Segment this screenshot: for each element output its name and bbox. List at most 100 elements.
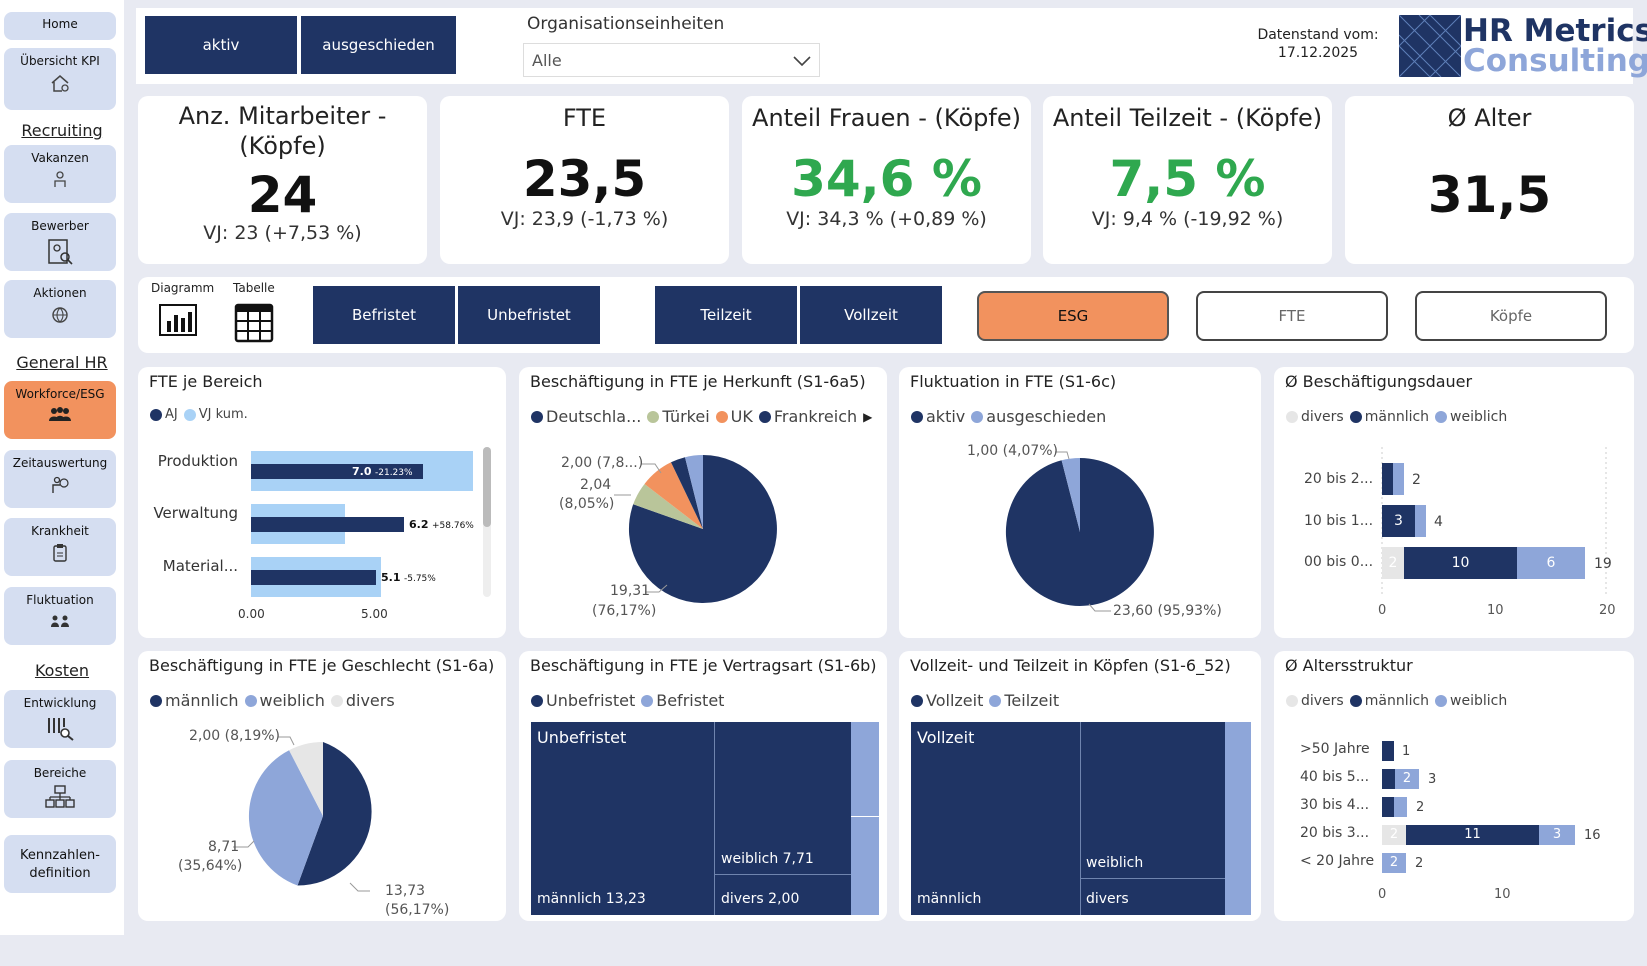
alter-bar-3-divers: 2 bbox=[1382, 825, 1406, 845]
treemap-unbefristet-weiblich[interactable] bbox=[715, 722, 851, 875]
treemap-unbefristet-maennlich[interactable] bbox=[531, 722, 715, 915]
applicant-search-icon bbox=[48, 239, 73, 265]
legend-ausgeschieden-dot bbox=[971, 410, 984, 423]
treemap-label-vollzeit: Vollzeit bbox=[917, 728, 975, 747]
view-table-button[interactable] bbox=[234, 303, 274, 347]
alter-total-1: 3 bbox=[1428, 772, 1437, 787]
kpi-women-share-previous-year: VJ: 34,3 % (+0,89 %) bbox=[786, 208, 987, 230]
bar-category-produktion: Produktion bbox=[157, 452, 238, 470]
kpi-card-average-age: Ø Alter 31,5 bbox=[1345, 96, 1634, 264]
nav-entwicklung-button[interactable]: Entwicklung bbox=[4, 690, 116, 748]
treemap-vollzeit-weiblich[interactable] bbox=[1081, 722, 1225, 879]
legend-maennlich-dot bbox=[1349, 411, 1362, 423]
pie-label-maennlich-value: 13,73 bbox=[385, 883, 426, 899]
legend-weiblich-label: weiblich bbox=[1450, 693, 1508, 709]
mode-esg-button[interactable]: ESG bbox=[977, 291, 1169, 341]
view-diagram-button[interactable] bbox=[158, 303, 198, 341]
nav-home-button[interactable]: Home bbox=[4, 12, 116, 40]
legend-next-arrow-icon[interactable]: ▶ bbox=[863, 409, 873, 424]
visual-fluktuation: Fluktuation in FTE (S1-6c) aktiv ausgesc… bbox=[899, 367, 1261, 638]
treemap-label-maennlich: männlich 13,23 bbox=[537, 891, 646, 907]
treemap-teilzeit[interactable] bbox=[1225, 722, 1251, 915]
nav-bereiche-label: Bereiche bbox=[33, 766, 87, 780]
visual-vertragsart-title: Beschäftigung in FTE je Vertragsart (S1-… bbox=[530, 656, 877, 675]
leader-line-ausgeschieden bbox=[1055, 451, 1070, 460]
aj-bar-material-label: 5.1 -5.75% bbox=[381, 570, 436, 587]
dauer-x-tick-20: 20 bbox=[1599, 603, 1616, 618]
nav-home-label: Home bbox=[42, 17, 78, 31]
treemap-unbefristet[interactable] bbox=[531, 722, 851, 915]
legend-aj-label: AJ bbox=[165, 407, 178, 422]
kpi-card-parttime-share: Anteil Teilzeit - (Köpfe) 7,5 % VJ: 9,4 … bbox=[1043, 96, 1332, 264]
x-tick-0: 0.00 bbox=[238, 607, 265, 621]
org-structure-icon bbox=[45, 785, 75, 808]
dauer-category-0: 20 bis 2... bbox=[1304, 471, 1374, 487]
treemap-vollzeit[interactable] bbox=[911, 722, 1225, 915]
dauer-bar-2-divers: 2 bbox=[1382, 547, 1404, 579]
legend-maennlich-label: männlich bbox=[165, 691, 239, 710]
kpi-headcount-title: Anz. Mitarbeiter - (Köpfe) bbox=[178, 102, 387, 160]
section-heading-kosten: Kosten bbox=[34, 661, 90, 680]
treemap-befristet-2[interactable] bbox=[851, 817, 879, 915]
org-units-dropdown[interactable]: Alle bbox=[523, 43, 820, 77]
legend-maennlich-label: männlich bbox=[1364, 409, 1430, 425]
treemap-befristet-1[interactable] bbox=[851, 722, 879, 816]
nav-uebersicht-kpi-button[interactable]: Übersicht KPI bbox=[4, 48, 116, 110]
filter-befristet-button[interactable]: Befristet bbox=[313, 286, 455, 344]
nav-bewerber-button[interactable]: Bewerber bbox=[4, 213, 116, 271]
pie-slice-frankreich bbox=[671, 457, 703, 529]
legend-deutschland-dot bbox=[531, 410, 543, 423]
visual-beschaeftigungsdauer-title: Ø Beschäftigungsdauer bbox=[1285, 372, 1473, 391]
filter-vollzeit-button[interactable]: Vollzeit bbox=[800, 286, 942, 344]
status-ausgeschieden-button[interactable]: ausgeschieden bbox=[301, 16, 456, 74]
visual-geschlecht-title: Beschäftigung in FTE je Geschlecht (S1-6… bbox=[149, 656, 495, 675]
legend-befristet-label: Befristet bbox=[656, 691, 725, 710]
alter-bar-4-weiblich: 2 bbox=[1382, 853, 1406, 873]
visual-geschlecht: Beschäftigung in FTE je Geschlecht (S1-6… bbox=[138, 651, 506, 921]
visual-vollzeit-teilzeit-legend: Vollzeit Teilzeit bbox=[911, 691, 1065, 710]
nav-bereiche-button[interactable]: Bereiche bbox=[4, 760, 116, 818]
data-status-date: 17.12.2025 bbox=[1277, 45, 1359, 61]
treemap-label-unbefristet: Unbefristet bbox=[537, 728, 627, 747]
x-tick-5: 5.00 bbox=[361, 607, 388, 621]
legend-aktiv-dot bbox=[911, 410, 923, 423]
leader-line-maennlich bbox=[349, 882, 370, 892]
pie-slice-divers bbox=[289, 742, 323, 816]
kpi-headcount-previous-year: VJ: 23 (+7,53 %) bbox=[203, 222, 362, 244]
person-clock-icon bbox=[52, 476, 69, 493]
nav-kennzahlen-definition-button[interactable]: Kennzahlen- definition bbox=[4, 835, 116, 893]
nav-vakanzen-button[interactable]: Vakanzen bbox=[4, 145, 116, 203]
nav-aktionen-button[interactable]: Aktionen bbox=[4, 280, 116, 338]
nav-krankheit-button[interactable]: Krankheit bbox=[4, 518, 116, 576]
kpi-card-headcount: Anz. Mitarbeiter - (Köpfe) 24 VJ: 23 (+7… bbox=[138, 96, 427, 264]
nav-workforce-esg-label: Workforce/ESG bbox=[15, 387, 105, 401]
dauer-total-0: 2 bbox=[1412, 472, 1421, 488]
alter-category-3: 20 bis 3... bbox=[1300, 825, 1370, 841]
nav-fluktuation-label: Fluktuation bbox=[26, 593, 94, 607]
filter-teilzeit-button[interactable]: Teilzeit bbox=[655, 286, 797, 344]
kpi-card-women-share: Anteil Frauen - (Köpfe) 34,6 % VJ: 34,3 … bbox=[742, 96, 1031, 264]
nav-zeitauswertung-button[interactable]: Zeitauswertung bbox=[4, 450, 116, 508]
section-heading-recruiting: Recruiting bbox=[21, 121, 103, 140]
legend-weiblich-label: weiblich bbox=[259, 691, 325, 710]
kpi-parttime-share-previous-year: VJ: 9,4 % (-19,92 %) bbox=[1091, 208, 1284, 230]
org-units-selected-value: Alle bbox=[532, 50, 562, 70]
visual-scrollbar-track[interactable] bbox=[483, 447, 491, 597]
visual-scrollbar-thumb[interactable] bbox=[483, 447, 491, 527]
alter-bar-1-maennlich bbox=[1382, 769, 1395, 789]
legend-deutschland-label: Deutschla... bbox=[546, 407, 642, 426]
visual-herkunft: Beschäftigung in FTE je Herkunft (S1-6a5… bbox=[519, 367, 887, 638]
dauer-bar-0-weiblich bbox=[1393, 463, 1404, 495]
table-icon bbox=[234, 303, 274, 343]
treemap-vollzeit-maennlich[interactable] bbox=[911, 722, 1081, 915]
pie-label-divers: 2,00 (8,19%) bbox=[189, 728, 281, 744]
status-aktiv-button[interactable]: aktiv bbox=[145, 16, 297, 74]
nav-fluktuation-button[interactable]: Fluktuation bbox=[4, 587, 116, 645]
mode-fte-button[interactable]: FTE bbox=[1196, 291, 1388, 341]
pie-slice-uk bbox=[644, 462, 703, 529]
nav-workforce-esg-button[interactable]: Workforce/ESG bbox=[4, 381, 116, 439]
visual-beschaeftigungsdauer: Ø Beschäftigungsdauer divers männlich we… bbox=[1274, 367, 1634, 638]
mode-koepfe-button[interactable]: Köpfe bbox=[1415, 291, 1607, 341]
visual-altersstruktur-legend: divers männlich weiblich bbox=[1286, 693, 1513, 709]
filter-unbefristet-button[interactable]: Unbefristet bbox=[458, 286, 600, 344]
